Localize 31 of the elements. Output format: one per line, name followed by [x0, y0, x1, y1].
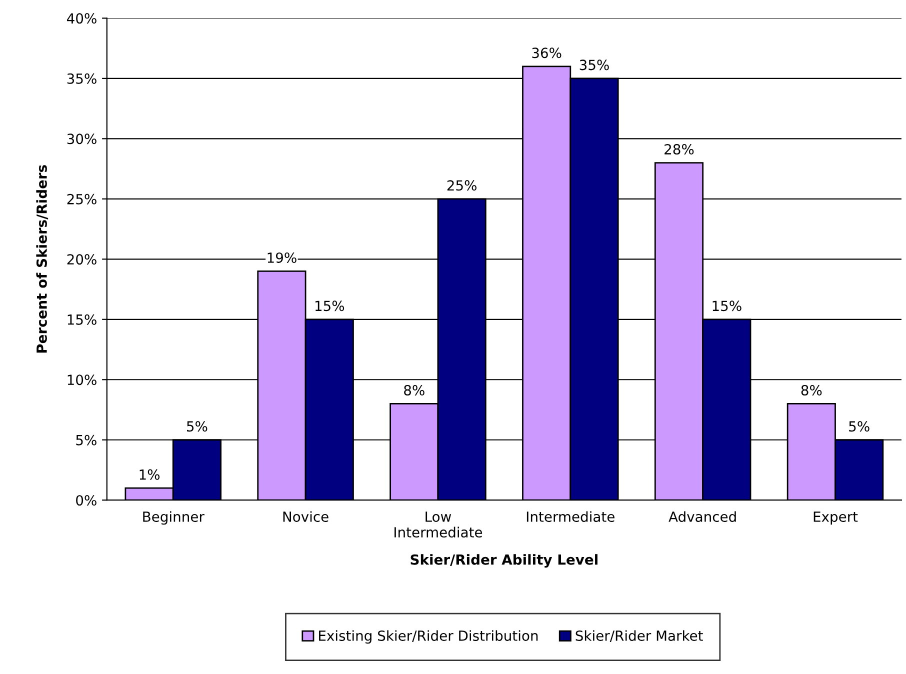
x-tick-label: Advanced	[668, 511, 736, 522]
x-axis-title: Skier/Rider Ability Level	[410, 554, 598, 568]
y-tick-label: 25%	[67, 194, 96, 204]
y-tick-label: 0%	[76, 495, 96, 506]
y-tick-label: 30%	[67, 134, 96, 144]
y-tick-label: 40%	[66, 13, 96, 24]
y-axis-title: Percent of Skiers/Riders	[36, 165, 48, 353]
data-label: 1%	[140, 469, 160, 480]
data-label: 36%	[532, 48, 562, 58]
x-tick-label: Beginner	[143, 511, 204, 525]
y-tick-label: 15%	[68, 314, 96, 325]
y-tick-label: 20%	[67, 254, 96, 265]
data-label: 19%	[268, 252, 296, 263]
x-tick-label: Expert	[814, 512, 858, 525]
y-tick-label: 10%	[68, 374, 96, 386]
data-label: 5%	[187, 421, 208, 432]
x-tick-label: Low Intermediate	[394, 512, 482, 538]
data-label: 25%	[447, 180, 476, 191]
data-label: 8%	[801, 384, 822, 396]
y-tick-label: 5%	[76, 434, 96, 446]
data-label: 8%	[404, 384, 424, 396]
x-tick-label: Intermediate	[526, 511, 614, 522]
y-tick-label: 35%	[67, 73, 96, 84]
legend-label: Skier/Rider Market	[576, 630, 703, 642]
data-label: 5%	[849, 421, 870, 432]
data-label: 15%	[712, 300, 742, 312]
legend-label: Existing Skier/Rider Distribution	[319, 630, 538, 644]
data-label: 28%	[664, 144, 694, 155]
data-label: 15%	[315, 300, 344, 312]
x-tick-label: Novice	[283, 511, 328, 522]
data-label: 35%	[580, 60, 609, 70]
